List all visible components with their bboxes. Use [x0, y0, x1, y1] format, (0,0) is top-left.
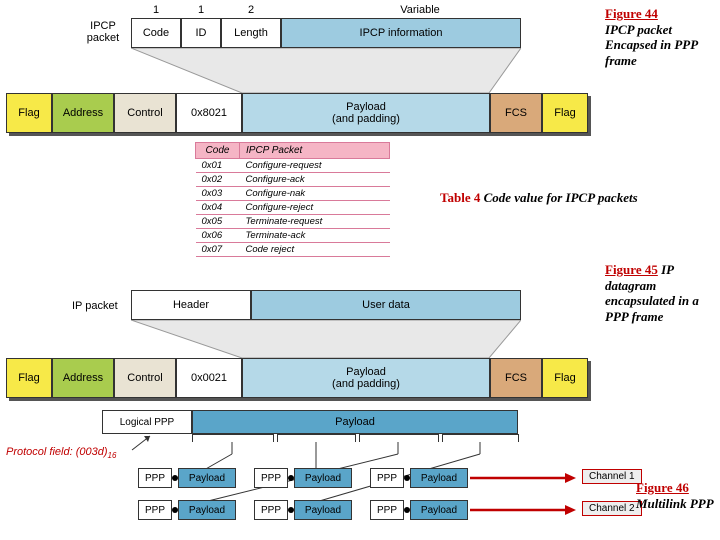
ch1-pay1: Payload — [178, 468, 236, 488]
ch2-ppp2: PPP — [254, 500, 288, 520]
tr1c1: Configure-ack — [240, 173, 390, 187]
channel-1-label: Channel 1 — [582, 469, 642, 484]
trapezoid-2 — [131, 320, 521, 360]
ppp2-fcs: FCS — [490, 358, 542, 398]
tr4c0: 0x05 — [196, 215, 240, 229]
ch2-pay1: Payload — [178, 500, 236, 520]
ipcp-label-text: IPCP packet — [87, 20, 119, 44]
ppp2-ctrl: Control — [114, 358, 176, 398]
caption-table4: Table 4 Code value for IPCP packets — [440, 190, 700, 206]
ppp1-fcs: FCS — [490, 93, 542, 133]
tr5c1: Terminate-ack — [240, 229, 390, 243]
table4-label: Table 4 — [440, 190, 480, 205]
tr6c0: 0x07 — [196, 243, 240, 257]
hdr-1b: 1 — [181, 4, 221, 16]
table4-text: Code value for IPCP packets — [484, 190, 638, 205]
ppp1-flag2: Flag — [542, 93, 588, 133]
ch1-pay3: Payload — [410, 468, 468, 488]
ch2-ppp1: PPP — [138, 500, 172, 520]
ch2-ppp3: PPP — [370, 500, 404, 520]
ch1-ppp3: PPP — [370, 468, 404, 488]
fig44-text: IPCP packet Encapsed in PPP frame — [605, 22, 698, 68]
ipcp-label: IPCP packet — [78, 20, 128, 44]
ip-row: Header User data — [131, 290, 521, 320]
ppp1-ctrl: Control — [114, 93, 176, 133]
logical-row: Logical PPP Payload — [102, 410, 518, 434]
tr2c0: 0x03 — [196, 187, 240, 201]
fig46-label: Figure 46 — [636, 480, 689, 495]
ipcp-row: Code ID Length IPCP information — [131, 18, 521, 48]
hdr-1a: 1 — [131, 4, 181, 16]
ppp1-flag1: Flag — [6, 93, 52, 133]
tr5c0: 0x06 — [196, 229, 240, 243]
ch1-pay2: Payload — [294, 468, 352, 488]
ppp1-addr: Address — [52, 93, 114, 133]
trapezoid-1 — [131, 48, 521, 96]
ppp-row-1: Flag Address Control 0x8021 Payload (and… — [6, 93, 588, 133]
channel-2-label: Channel 2 — [582, 501, 642, 516]
tr1c0: 0x02 — [196, 173, 240, 187]
ppp1-payload: Payload (and padding) — [242, 93, 490, 133]
caption-fig45: Figure 45 IP datagram encapsulated in a … — [605, 262, 717, 324]
ch1-arrow — [470, 470, 580, 488]
logical-ppp: Logical PPP — [102, 410, 192, 434]
ppp1-proto: 0x8021 — [176, 93, 242, 133]
tr3c1: Configure-reject — [240, 201, 390, 215]
hdr-2: 2 — [221, 4, 281, 16]
fig44-label: Figure 44 — [605, 6, 658, 21]
caption-fig44: Figure 44 IPCP packet Encapsed in PPP fr… — [605, 6, 713, 68]
ch1-ppp2: PPP — [254, 468, 288, 488]
fig45-label: Figure 45 — [605, 262, 658, 277]
ipcp-length: Length — [221, 18, 281, 48]
ch2-pay3: Payload — [410, 500, 468, 520]
channel-2-row: PPP Payload PPP Payload PPP Payload — [138, 500, 468, 520]
ipcp-id: ID — [181, 18, 221, 48]
ip-userdata: User data — [251, 290, 521, 320]
tr2c1: Configure-nak — [240, 187, 390, 201]
ip-header: Header — [131, 290, 251, 320]
tbl-h2: IPCP Packet — [240, 143, 390, 159]
tr4c1: Terminate-request — [240, 215, 390, 229]
ch2-pay2: Payload — [294, 500, 352, 520]
ppp2-payload: Payload (and padding) — [242, 358, 490, 398]
ppp2-addr: Address — [52, 358, 114, 398]
tbl-h1: Code — [196, 143, 240, 159]
logical-payload: Payload — [192, 410, 518, 434]
tr6c1: Code reject — [240, 243, 390, 257]
ppp2-proto: 0x0021 — [176, 358, 242, 398]
ppp-row-2: Flag Address Control 0x0021 Payload (and… — [6, 358, 588, 398]
fig46-text: Multilink PPP — [636, 496, 714, 511]
tr0c0: 0x01 — [196, 159, 240, 173]
ppp2-flag2: Flag — [542, 358, 588, 398]
ipcp-info: IPCP information — [281, 18, 521, 48]
code-table: CodeIPCP Packet 0x01Configure-request 0x… — [195, 142, 390, 257]
ch2-arrow — [470, 502, 580, 520]
ch1-ppp1: PPP — [138, 468, 172, 488]
caption-fig46: Figure 46 Multilink PPP — [636, 480, 720, 511]
ip-label: IP packet — [72, 300, 118, 312]
hdr-var: Variable — [320, 4, 520, 16]
ppp2-flag1: Flag — [6, 358, 52, 398]
tr0c1: Configure-request — [240, 159, 390, 173]
ipcp-code: Code — [131, 18, 181, 48]
channel-1-row: PPP Payload PPP Payload PPP Payload — [138, 468, 468, 488]
tr3c0: 0x04 — [196, 201, 240, 215]
